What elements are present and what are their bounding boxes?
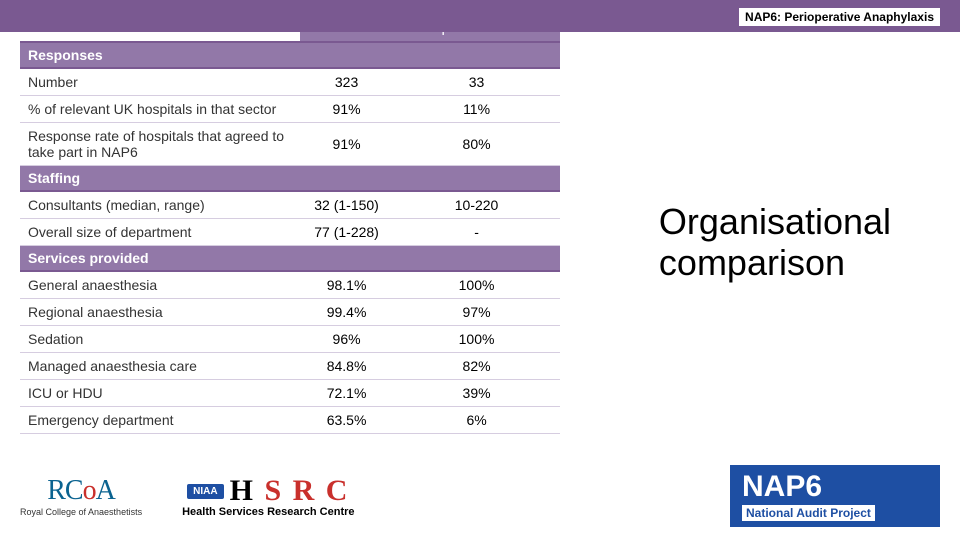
cell-independent: 39% [393,380,560,407]
table-row: Response rate of hospitals that agreed t… [20,123,560,166]
table-row: Managed anaesthesia care84.8%82% [20,353,560,380]
rcoa-logo: RCoA Royal College of Anaesthetists [20,475,142,517]
section-label: Responses [20,42,560,68]
hsrc-mark: H S R C [230,474,350,508]
rcoa-mark: RCoA [47,475,115,507]
row-label: Response rate of hospitals that agreed t… [20,123,300,166]
logo-group-left: RCoA Royal College of Anaesthetists NIAA… [20,474,355,518]
cell-independent: 97% [393,299,560,326]
cell-independent: 80% [393,123,560,166]
slide-title: Organisational comparison [659,201,891,284]
row-label: Regional anaesthesia [20,299,300,326]
cell-nhs: 77 (1-228) [300,219,393,246]
cell-nhs: 32 (1-150) [300,191,393,219]
table-row: Number32333 [20,68,560,96]
table-row: General anaesthesia98.1%100% [20,271,560,299]
cell-independent: 100% [393,271,560,299]
row-label: Consultants (median, range) [20,191,300,219]
slide-title-line2: comparison [659,242,845,283]
cell-nhs: 72.1% [300,380,393,407]
cell-independent: 33 [393,68,560,96]
table-row: Sedation96%100% [20,326,560,353]
cell-nhs: 63.5% [300,407,393,434]
table-row: Regional anaesthesia99.4%97% [20,299,560,326]
section-label: Staffing [20,166,560,192]
table-row: % of relevant UK hospitals in that secto… [20,96,560,123]
table-row: Emergency department63.5%6% [20,407,560,434]
row-label: % of relevant UK hospitals in that secto… [20,96,300,123]
cell-independent: 11% [393,96,560,123]
hsrc-subtitle: Health Services Research Centre [182,506,354,518]
section-label: Services provided [20,246,560,272]
cell-independent: - [393,219,560,246]
header-bar: NAP6: Perioperative Anaphylaxis [0,0,960,32]
section-row: Services provided [20,246,560,272]
table-row: Overall size of department77 (1-228)- [20,219,560,246]
row-label: Number [20,68,300,96]
rcoa-subtitle: Royal College of Anaesthetists [20,507,142,517]
row-label: Emergency department [20,407,300,434]
cell-nhs: 99.4% [300,299,393,326]
comparison-table: NHS Independent sector ResponsesNumber32… [20,14,560,434]
cell-nhs: 91% [300,123,393,166]
comparison-table-wrap: NHS Independent sector ResponsesNumber32… [0,14,560,452]
nap6-sub: National Audit Project [742,505,875,521]
cell-nhs: 323 [300,68,393,96]
row-label: Managed anaesthesia care [20,353,300,380]
cell-nhs: 91% [300,96,393,123]
slide-title-line1: Organisational [659,201,891,242]
row-label: Sedation [20,326,300,353]
cell-nhs: 96% [300,326,393,353]
content-area: NHS Independent sector ResponsesNumber32… [0,32,960,452]
row-label: General anaesthesia [20,271,300,299]
cell-independent: 100% [393,326,560,353]
cell-independent: 10-220 [393,191,560,219]
side-title-area: Organisational comparison [560,32,960,452]
section-row: Responses [20,42,560,68]
table-row: Consultants (median, range)32 (1-150)10-… [20,191,560,219]
cell-independent: 82% [393,353,560,380]
hsrc-logo: NIAA H S R C Health Services Research Ce… [182,474,354,518]
nap6-main: NAP6 [742,472,928,502]
header-subtitle: NAP6: Perioperative Anaphylaxis [739,8,940,26]
footer-logos: RCoA Royal College of Anaesthetists NIAA… [0,460,960,532]
table-row: ICU or HDU72.1%39% [20,380,560,407]
cell-independent: 6% [393,407,560,434]
row-label: Overall size of department [20,219,300,246]
cell-nhs: 84.8% [300,353,393,380]
nap6-badge: NAP6 National Audit Project [730,465,940,527]
niaa-badge: NIAA [187,484,223,499]
cell-nhs: 98.1% [300,271,393,299]
row-label: ICU or HDU [20,380,300,407]
section-row: Staffing [20,166,560,192]
